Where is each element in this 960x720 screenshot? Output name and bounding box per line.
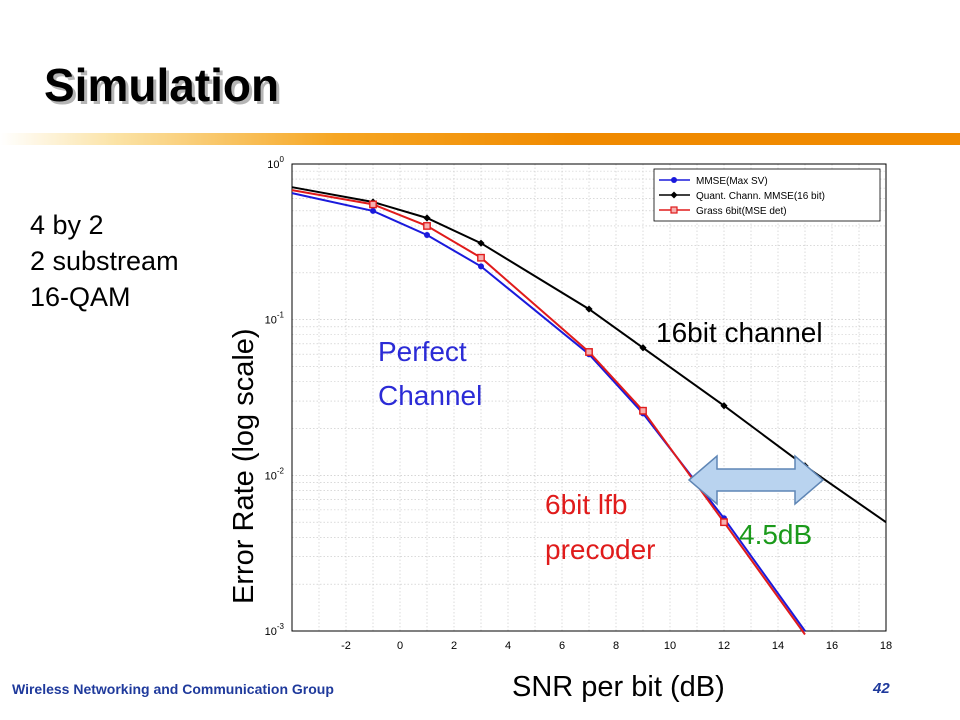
x-tick-label: 12 — [718, 640, 730, 652]
series-line-grass — [291, 189, 806, 636]
gap-arrow-shape — [687, 454, 825, 506]
data-point-quant — [585, 305, 593, 313]
legend-marker-grass — [670, 206, 678, 214]
x-tick-label: 2 — [451, 640, 457, 652]
legend-label: MMSE(Max SV) — [696, 176, 768, 187]
legend-label: Quant. Chann. MMSE(16 bit) — [696, 191, 825, 202]
annotation-16bit-channel: 16bit channel — [656, 317, 823, 348]
page-number: 42 — [873, 680, 890, 697]
data-point-quant — [720, 402, 728, 410]
x-tick-label: 10 — [664, 640, 676, 652]
data-point-grass — [369, 200, 377, 209]
x-tick-label: 0 — [397, 640, 403, 652]
simulation-config: 4 by 2 2 substream 16-QAM — [30, 207, 179, 315]
y-axis-label: Error Rate (log scale) — [228, 328, 260, 604]
x-tick-label: 18 — [880, 640, 892, 652]
annotation-channel: Channel — [378, 380, 482, 411]
x-axis-label: SNR per bit (dB) — [512, 671, 725, 703]
x-tick-label: 8 — [613, 640, 619, 652]
data-point-grass — [423, 222, 431, 230]
y-tick-label: 10-3 — [265, 622, 285, 638]
legend-label: Grass 6bit(MSE det) — [696, 206, 787, 217]
config-substreams: 2 substream — [30, 246, 179, 276]
gap-arrow — [687, 454, 825, 506]
annotation-precoder: precoder — [545, 534, 656, 565]
data-point-quant — [639, 344, 647, 352]
slide-title: Simulation — [44, 59, 280, 111]
annotation-perfect: Perfect — [378, 336, 467, 367]
title-accent-bar — [0, 133, 960, 145]
config-modulation: 16-QAM — [30, 282, 131, 312]
data-point-grass — [477, 253, 485, 262]
config-antennas: 4 by 2 — [30, 210, 104, 240]
y-tick-label: 100 — [267, 155, 284, 171]
chart-legend: MMSE(Max SV) Quant. Chann. MMSE(16 bit) … — [653, 168, 881, 222]
x-tick-labels: -2 0 2 4 6 8 10 12 14 16 18 — [341, 640, 892, 652]
legend-marker-mmse — [671, 177, 677, 183]
x-tick-label: -2 — [341, 640, 351, 652]
annotation-6bit-lfb: 6bit lfb — [545, 489, 628, 520]
x-tick-label: 4 — [505, 640, 511, 652]
data-series — [291, 186, 887, 636]
data-point-mmse — [478, 263, 484, 270]
data-point-mmse — [370, 207, 376, 214]
y-tick-label: 10-2 — [265, 466, 285, 482]
x-tick-label: 6 — [559, 640, 565, 652]
y-tick-labels: 100 10-1 10-2 10-3 — [265, 155, 285, 638]
x-tick-label: 14 — [772, 640, 784, 652]
annotation-4-5db: 4.5dB — [739, 519, 812, 550]
footer-group-name: Wireless Networking and Communication Gr… — [12, 681, 334, 697]
data-point-mmse — [424, 231, 430, 238]
data-point-grass — [639, 406, 647, 415]
data-point-quant — [423, 214, 431, 222]
y-tick-label: 10-1 — [265, 311, 285, 327]
x-tick-label: 16 — [826, 640, 838, 652]
data-point-quant — [477, 239, 485, 247]
series-line-mmse — [291, 192, 806, 632]
data-point-grass — [585, 348, 593, 356]
legend-marker-quant — [670, 191, 678, 199]
plot-frame — [291, 163, 887, 632]
data-point-grass — [720, 518, 728, 527]
legend-box — [653, 168, 881, 222]
